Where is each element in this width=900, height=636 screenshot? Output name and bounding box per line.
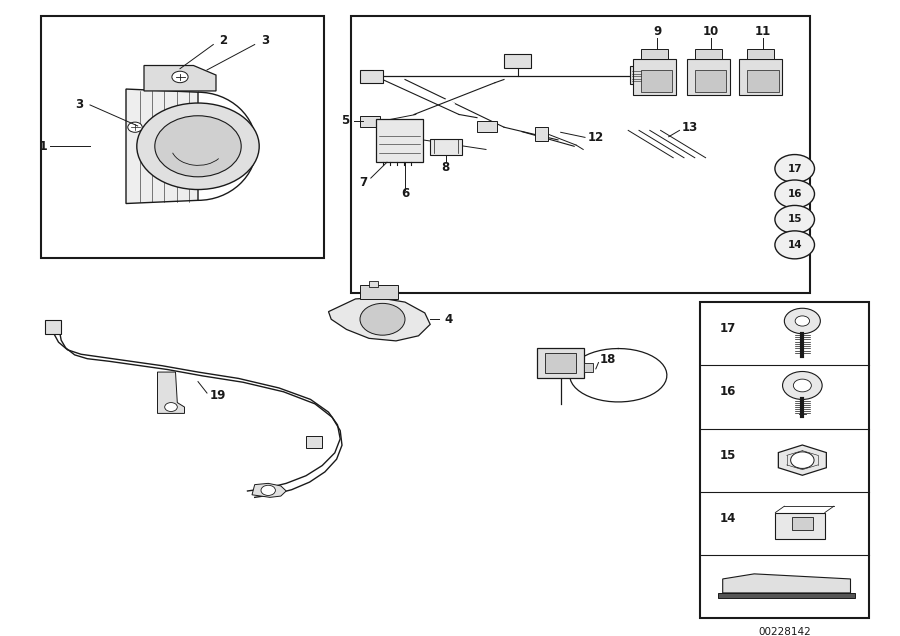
Polygon shape: [144, 66, 216, 91]
Bar: [376, 119, 423, 162]
Circle shape: [794, 379, 811, 392]
Text: 3: 3: [75, 99, 84, 111]
Bar: [687, 59, 730, 95]
Circle shape: [172, 71, 188, 83]
Circle shape: [775, 231, 814, 259]
Circle shape: [155, 116, 241, 177]
Text: 12: 12: [588, 131, 604, 144]
Text: 3: 3: [261, 34, 270, 46]
Bar: [45, 320, 61, 334]
Circle shape: [775, 180, 814, 208]
Text: 17: 17: [788, 163, 802, 174]
Bar: [641, 49, 668, 59]
Bar: [695, 49, 722, 59]
Text: 19: 19: [210, 389, 226, 402]
Text: 9: 9: [652, 25, 662, 38]
Polygon shape: [158, 372, 184, 413]
Bar: [630, 66, 664, 84]
Text: 16: 16: [720, 385, 736, 398]
Text: 14: 14: [788, 240, 802, 250]
Circle shape: [782, 371, 822, 399]
Text: 17: 17: [720, 322, 736, 335]
Text: 6: 6: [400, 188, 410, 200]
Text: 14: 14: [720, 512, 736, 525]
Polygon shape: [778, 445, 826, 475]
Circle shape: [165, 403, 177, 411]
Text: 13: 13: [681, 121, 698, 134]
Bar: [584, 363, 593, 372]
Circle shape: [795, 316, 810, 326]
Polygon shape: [328, 298, 430, 341]
Bar: [360, 116, 380, 127]
Text: 18: 18: [599, 353, 616, 366]
Text: 11: 11: [755, 25, 771, 38]
Text: 1: 1: [39, 140, 48, 153]
Text: 4: 4: [444, 313, 453, 326]
Text: 5: 5: [340, 114, 349, 127]
Text: 8: 8: [441, 161, 450, 174]
Text: 16: 16: [788, 189, 802, 199]
Bar: [477, 121, 497, 132]
Circle shape: [775, 205, 814, 233]
Circle shape: [790, 452, 814, 468]
Circle shape: [784, 308, 820, 334]
Bar: [792, 517, 814, 530]
Bar: [430, 139, 462, 155]
Bar: [633, 59, 676, 95]
Bar: [369, 281, 378, 287]
Bar: [747, 70, 778, 92]
Bar: [360, 70, 382, 83]
Bar: [360, 285, 398, 299]
Bar: [739, 59, 782, 95]
Circle shape: [360, 303, 405, 335]
Bar: [535, 127, 548, 141]
Circle shape: [128, 122, 142, 132]
Bar: [641, 70, 672, 92]
Text: 7: 7: [359, 176, 368, 189]
Bar: [504, 54, 531, 68]
Bar: [306, 436, 322, 448]
Circle shape: [775, 155, 814, 183]
Polygon shape: [126, 89, 198, 204]
Bar: [537, 348, 584, 378]
Text: 15: 15: [788, 214, 802, 225]
Text: 2: 2: [219, 34, 228, 46]
Bar: [544, 353, 576, 373]
Text: 00228142: 00228142: [758, 627, 811, 636]
Bar: [695, 70, 726, 92]
Bar: [747, 49, 774, 59]
Polygon shape: [723, 574, 850, 593]
Polygon shape: [252, 483, 286, 497]
Text: 10: 10: [703, 25, 719, 38]
Polygon shape: [718, 593, 855, 598]
Bar: [775, 513, 824, 539]
Circle shape: [137, 103, 259, 190]
Circle shape: [261, 485, 275, 495]
Text: 15: 15: [720, 448, 736, 462]
